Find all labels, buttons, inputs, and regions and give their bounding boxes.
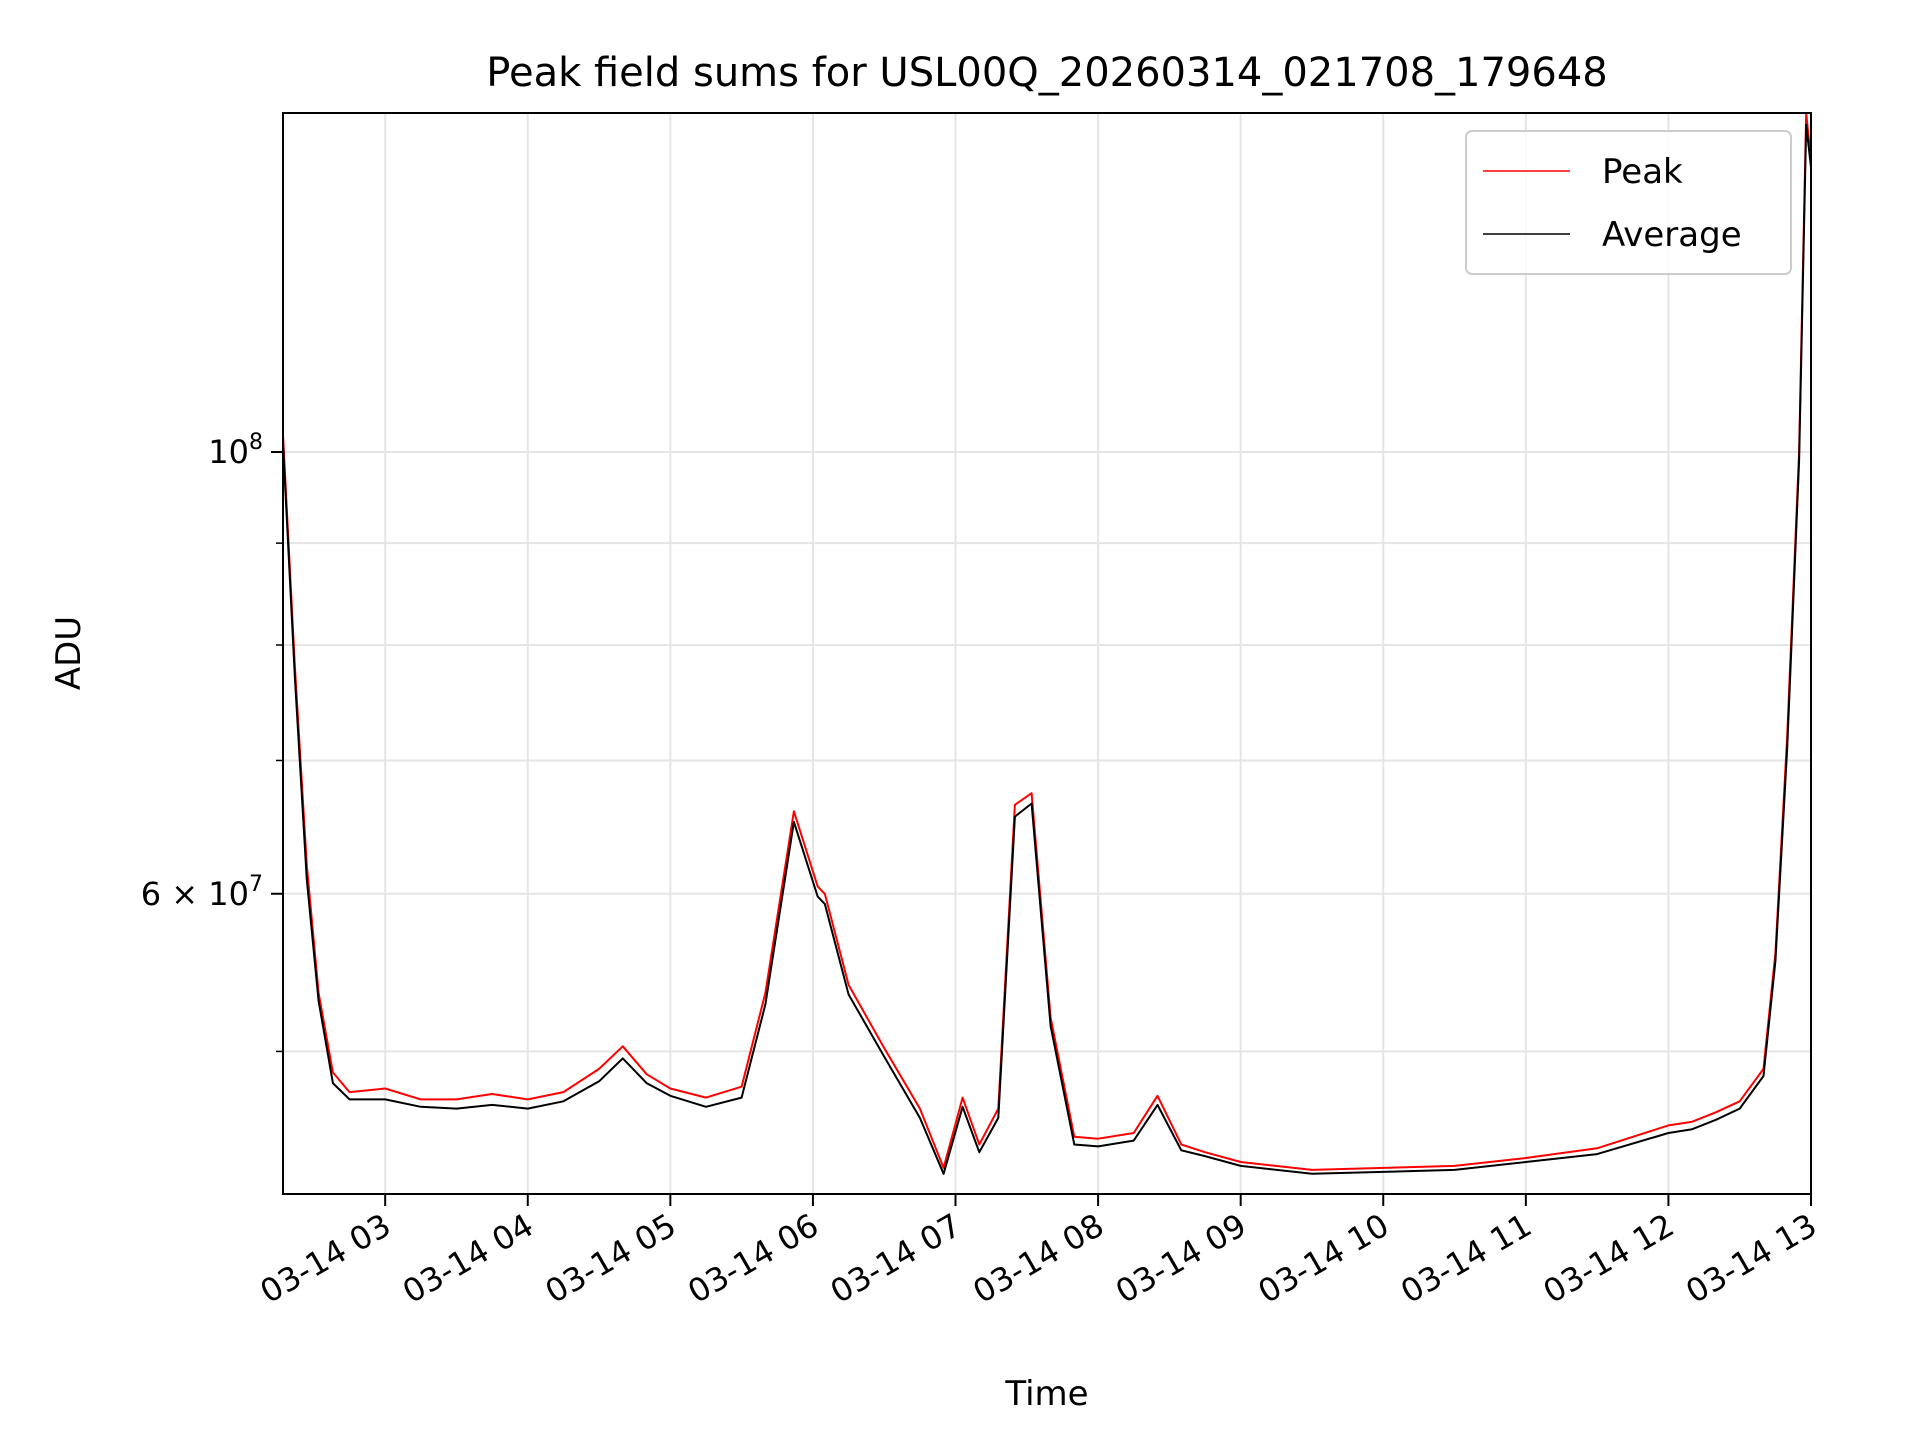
chart-title: Peak field sums for USL00Q_20260314_0217… xyxy=(486,50,1607,96)
legend-box xyxy=(1465,130,1792,275)
series-line-peak xyxy=(283,113,1811,1171)
y-axis: 108 6 × 107 xyxy=(141,430,283,1053)
plot-frame xyxy=(282,112,1812,1195)
y-axis-label: ADU xyxy=(49,616,89,690)
y-tick-label: 6 × 107 xyxy=(141,872,263,913)
x-axis-label: Time xyxy=(1004,1374,1088,1414)
y-tick-label: 108 xyxy=(208,430,263,471)
series-line-average xyxy=(283,123,1811,1175)
series-layer xyxy=(283,113,1811,1175)
legend: Peak Average xyxy=(1465,130,1792,275)
legend-label-average: Average xyxy=(1602,215,1742,255)
plot-area xyxy=(283,113,1811,1175)
legend-label-peak: Peak xyxy=(1602,152,1683,192)
